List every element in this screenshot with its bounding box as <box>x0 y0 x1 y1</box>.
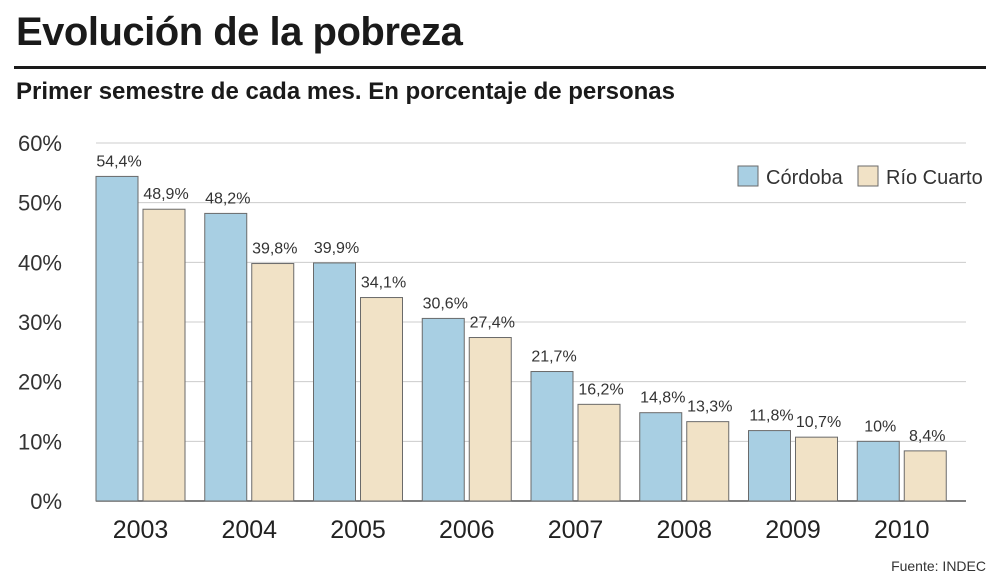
bar <box>313 262 356 502</box>
x-tick-label: 2004 <box>221 516 277 544</box>
data-label: 14,8% <box>640 390 685 407</box>
data-label: 13,3% <box>687 399 732 416</box>
x-tick-label: 2005 <box>330 516 386 544</box>
data-label: 30,6% <box>423 295 468 312</box>
data-label: 54,4% <box>96 153 141 170</box>
bar <box>251 263 295 502</box>
bar <box>686 421 730 502</box>
legend-entry: Córdoba <box>766 167 844 189</box>
y-tick-label: 10% <box>18 429 62 454</box>
x-tick-label: 2006 <box>439 516 495 544</box>
bar <box>360 297 403 502</box>
bar <box>795 436 838 502</box>
bar <box>95 175 139 502</box>
data-label: 16,2% <box>578 381 623 398</box>
x-tick-label: 2009 <box>765 516 821 544</box>
data-label: 8,4% <box>909 428 945 445</box>
data-label: 39,8% <box>252 241 297 258</box>
source-note: Fuente: INDEC <box>891 558 986 574</box>
bar <box>639 412 683 502</box>
bar <box>748 430 791 502</box>
y-tick-label: 60% <box>18 131 62 156</box>
legend-entry: Río Cuarto <box>886 167 983 189</box>
data-label: 27,4% <box>470 315 515 332</box>
x-tick-label: 2003 <box>113 516 169 544</box>
bar <box>903 450 947 502</box>
bar <box>468 337 512 502</box>
data-label: 10,7% <box>796 414 841 431</box>
bar <box>142 208 186 502</box>
bar <box>577 403 621 502</box>
y-tick-label: 0% <box>30 489 62 514</box>
data-label: 48,2% <box>205 190 250 207</box>
x-tick-label: 2010 <box>874 516 930 544</box>
bar <box>421 317 465 502</box>
legend-swatch <box>857 165 879 187</box>
y-tick-label: 20% <box>18 370 62 395</box>
bars <box>95 175 947 502</box>
data-label: 48,9% <box>143 186 188 203</box>
y-tick-label: 40% <box>18 250 62 275</box>
bar <box>530 371 574 502</box>
chart-title: Evolución de la pobreza <box>16 10 463 54</box>
legend-swatch <box>737 165 759 187</box>
data-label: 10% <box>864 418 896 435</box>
x-tick-label: 2007 <box>548 516 604 544</box>
title-rule <box>14 66 986 69</box>
value-labels: 54,4%48,9% 2003 48,2% 39,8% 2004 39,9% 34,1% 20… <box>96 153 945 544</box>
bar <box>204 212 248 502</box>
data-label: 11,8% <box>749 408 793 425</box>
y-tick-label: 50% <box>18 191 62 216</box>
bar <box>856 440 900 502</box>
y-tick-label: 30% <box>18 310 62 335</box>
data-label: 21,7% <box>531 349 576 366</box>
x-tick-label: 2008 <box>656 516 712 544</box>
data-label: 34,1% <box>361 275 406 292</box>
legend: Córdoba Río Cuarto <box>737 165 983 189</box>
chart-subtitle: Primer semestre de cada mes. En porcenta… <box>16 78 675 105</box>
data-label: 39,9% <box>314 240 359 257</box>
